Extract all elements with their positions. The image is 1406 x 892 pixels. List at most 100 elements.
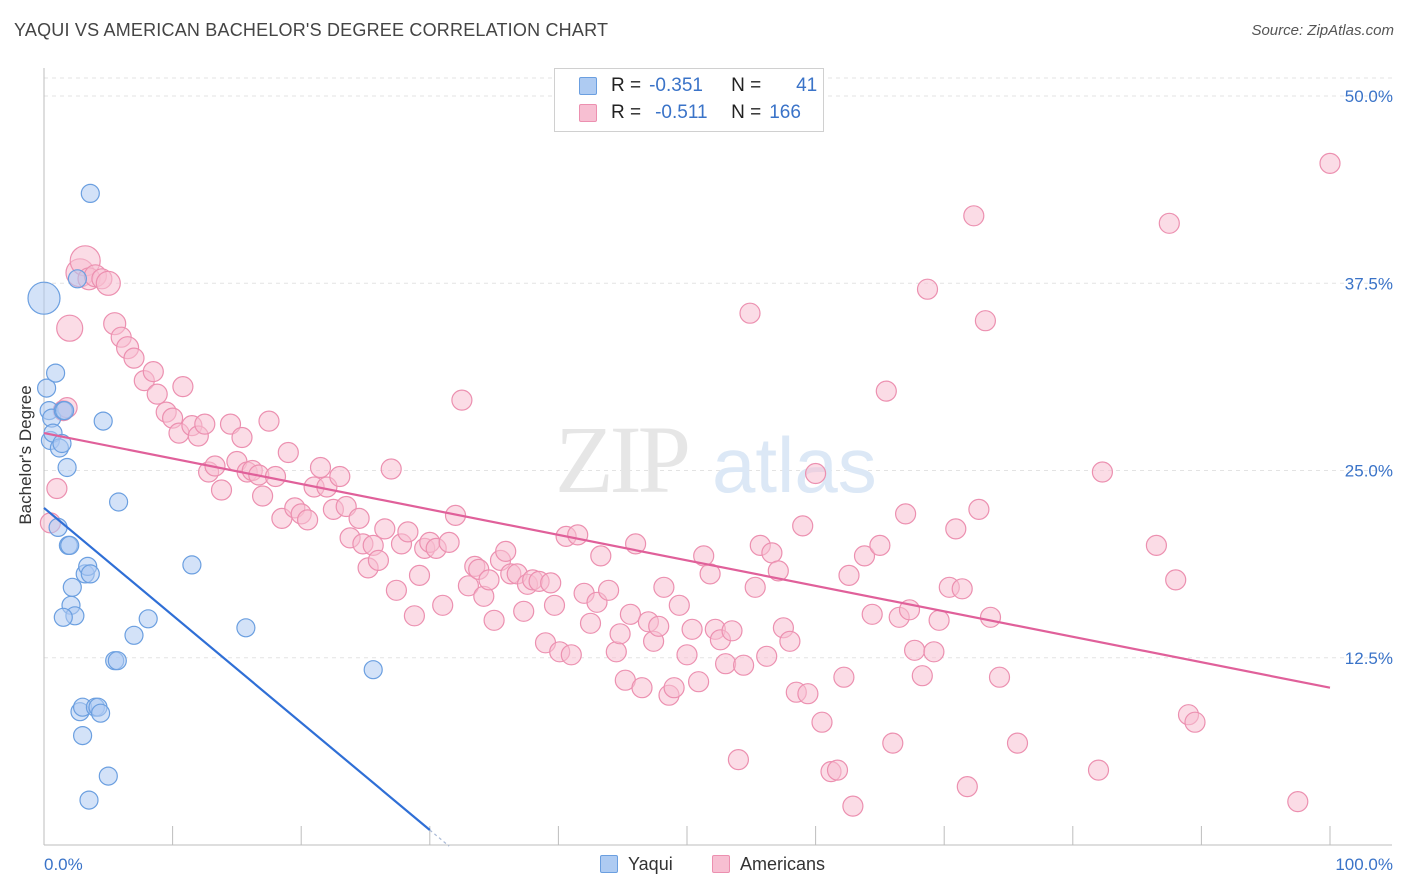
yaqui-point: [36, 378, 57, 398]
yaqui-point: [53, 607, 73, 627]
yaqui-swatch: [579, 77, 597, 95]
x-tick-label-min: 0.0%: [44, 855, 83, 874]
americans-point: [309, 456, 332, 479]
americans-point: [869, 534, 891, 557]
yaqui-trend-line: [43, 507, 431, 831]
americans-point: [956, 775, 978, 798]
yaqui-point: [67, 269, 88, 289]
americans-point: [963, 205, 985, 227]
americans-point: [911, 665, 933, 687]
americans-point: [974, 310, 997, 332]
correlation-legend: R = -0.351 N = 41 R = -0.511 N = 166: [554, 68, 824, 132]
americans-point: [792, 515, 814, 537]
americans-point: [648, 615, 670, 637]
americans-points: [39, 152, 1341, 817]
americans-point: [894, 503, 917, 525]
americans-point: [1319, 152, 1341, 174]
legend-yaqui-swatch: [600, 855, 618, 873]
yaqui-point: [27, 281, 61, 315]
americans-point: [861, 603, 883, 625]
americans-point: [277, 441, 299, 464]
y-tick-label: 25.0%: [1345, 462, 1393, 481]
americans-point: [1145, 534, 1168, 557]
americans-point: [721, 620, 743, 642]
yaqui-n-value: 41: [796, 75, 818, 96]
y-tick-label: 50.0%: [1345, 87, 1393, 106]
americans-point: [385, 579, 407, 601]
americans-point: [348, 507, 370, 530]
americans-point: [951, 578, 973, 600]
americans-point: [210, 479, 233, 501]
americans-point: [676, 644, 698, 666]
americans-point: [1184, 711, 1206, 733]
trend-lines: [43, 431, 1331, 847]
chart-title: YAQUI VS AMERICAN BACHELOR'S DEGREE CORR…: [14, 20, 609, 40]
americans-point: [483, 609, 505, 631]
americans-point: [663, 677, 685, 699]
yaqui-point: [79, 790, 99, 810]
y-tick-label: 37.5%: [1345, 274, 1393, 293]
americans-point: [543, 594, 566, 616]
yaqui-point: [107, 651, 127, 671]
americans-point: [297, 509, 319, 531]
yaqui-point: [93, 411, 113, 431]
americans-point: [779, 630, 801, 652]
americans-point: [194, 413, 216, 435]
americans-point: [478, 569, 500, 591]
americans-point: [609, 623, 631, 645]
yaqui-point: [62, 577, 82, 597]
yaqui-point: [72, 725, 93, 746]
americans-point: [95, 270, 121, 296]
tick-labels: 12.5% 25.0% 37.5% 50.0% 0.0% 100.0%: [44, 87, 1393, 874]
yaqui-point: [236, 618, 256, 638]
yaqui-point: [54, 401, 75, 421]
yaqui-point: [124, 625, 144, 645]
americans-point: [432, 594, 454, 616]
americans-point: [329, 465, 351, 488]
legend-americans-swatch: [712, 855, 730, 873]
americans-point: [804, 462, 827, 485]
americans-point: [590, 545, 612, 567]
americans-point: [258, 410, 280, 432]
americans-point: [1091, 461, 1114, 483]
americans-point: [1006, 732, 1029, 754]
axes: [43, 68, 1392, 846]
yaqui-point: [182, 555, 202, 575]
yaqui-point: [98, 766, 118, 786]
americans-point: [744, 576, 766, 598]
americans-point: [833, 666, 855, 688]
americans-point: [142, 361, 164, 383]
americans-point: [123, 347, 145, 369]
source-label: Source: ZipAtlas.com: [1251, 22, 1394, 39]
americans-point: [916, 278, 939, 300]
americans-r-value: -0.511: [655, 102, 708, 123]
americans-point: [408, 564, 431, 587]
americans-point: [968, 498, 990, 520]
americans-point: [597, 579, 620, 601]
americans-point: [838, 564, 860, 587]
yaqui-point: [52, 433, 72, 454]
yaqui-point: [60, 535, 80, 556]
americans-point: [761, 542, 783, 564]
americans-point: [811, 711, 833, 733]
legend-yaqui-label: Yaqui: [628, 853, 673, 874]
americans-point: [631, 677, 653, 699]
americans-point: [219, 413, 242, 435]
americans-point: [727, 748, 750, 771]
americans-point: [979, 606, 1002, 628]
yaqui-point: [80, 564, 100, 584]
americans-point: [605, 641, 627, 663]
americans-point: [797, 683, 819, 705]
americans-point: [380, 458, 402, 480]
watermark-atlas: atlas: [712, 421, 877, 509]
americans-point: [945, 518, 967, 540]
americans-point: [756, 645, 778, 667]
yaqui-point: [138, 609, 158, 629]
americans-point: [567, 524, 589, 546]
yaqui-point: [108, 492, 129, 512]
americans-point: [1165, 569, 1187, 591]
americans-point: [882, 732, 904, 754]
watermark-zip: ZIP: [555, 406, 688, 513]
yaqui-n-label: N =: [731, 75, 762, 96]
